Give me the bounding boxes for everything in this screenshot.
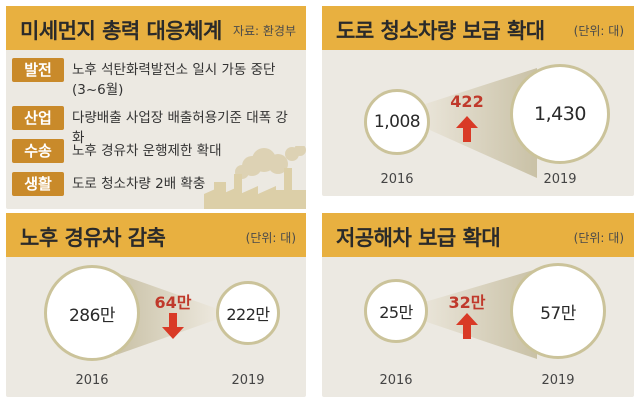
year-to: 2019 [541,373,575,388]
policy-row-living: 생활 도로 청소차량 2배 확충 [12,172,300,196]
unit-label: (단위: 대) [573,24,624,38]
delta-label: 32만 [448,293,486,312]
tag-industry: 산업 [12,106,64,130]
living-text: 도로 청소차량 2배 확충 [72,176,206,192]
year-from: 2016 [75,373,109,388]
low-emission-title: 저공해차 보급 확대 [336,226,501,250]
value-circle-2019: 222만 [216,281,280,345]
delta-label: 64만 [154,293,192,312]
value-circle-2019: 57만 [510,263,606,359]
diesel-reduction-panel: 노후 경유차 감축 (단위: 대) 286만 222만 64만 2016 201… [6,213,306,397]
arrow-down-icon [162,313,184,339]
arrow-up-icon [456,313,478,339]
policy-panel-header: 미세먼지 총력 대응체계 자료: 환경부 [6,6,306,50]
diesel-reduction-header: 노후 경유차 감축 (단위: 대) [6,213,306,257]
delta-label: 422 [450,92,484,111]
diesel-reduction-title: 노후 경유차 감축 [20,226,166,250]
power-text-period: (3~6월) [72,82,124,98]
policy-row-text: 노후 석탄화력발전소 일시 가동 중단 (3~6월) [72,58,275,100]
year-from: 2016 [379,373,413,388]
power-text: 노후 석탄화력발전소 일시 가동 중단 [72,62,276,78]
value-circle-2016: 286만 [44,265,140,361]
unit-label: (단위: 대) [245,231,296,245]
tag-transport: 수송 [12,139,64,163]
tag-living: 생활 [12,172,64,196]
cleaning-vehicle-title: 도로 청소차량 보급 확대 [336,19,545,43]
value-circle-2016: 1,008 [364,89,430,155]
policy-row-transport: 수송 노후 경유차 운행제한 확대 [12,139,300,163]
arrow-up-icon [456,116,478,142]
unit-label: (단위: 대) [573,231,624,245]
industry-text: 다량배출 사업장 배출허용기준 대폭 강화 [71,110,288,146]
tag-power: 발전 [12,58,64,82]
value-circle-2016: 25만 [364,279,428,343]
cleaning-vehicle-panel: 도로 청소차량 보급 확대 (단위: 대) 1,008 1,430 422 20… [322,6,634,196]
year-to: 2019 [231,373,265,388]
growth-funnel [394,269,537,359]
policy-row-industry: 산업 다량배출 사업장 배출허용기준 대폭 강화 [12,106,300,148]
source-label: 자료: 환경부 [232,24,296,38]
transport-text: 노후 경유차 운행제한 확대 [72,143,222,159]
value-circle-2019: 1,430 [510,64,610,164]
policy-panel: 미세먼지 총력 대응체계 자료: 환경부 발전 노후 석탄화력발전소 일시 가동… [6,6,306,209]
policy-row-power: 발전 노후 석탄화력발전소 일시 가동 중단 (3~6월) [12,58,300,100]
policy-panel-title: 미세먼지 총력 대응체계 [20,19,222,43]
year-from: 2016 [380,172,414,187]
cleaning-vehicle-header: 도로 청소차량 보급 확대 (단위: 대) [322,6,634,50]
year-to: 2019 [543,172,577,187]
low-emission-header: 저공해차 보급 확대 (단위: 대) [322,213,634,257]
low-emission-panel: 저공해차 보급 확대 (단위: 대) 25만 57만 32만 2016 2019 [322,213,634,397]
factory-illustration [204,146,306,209]
